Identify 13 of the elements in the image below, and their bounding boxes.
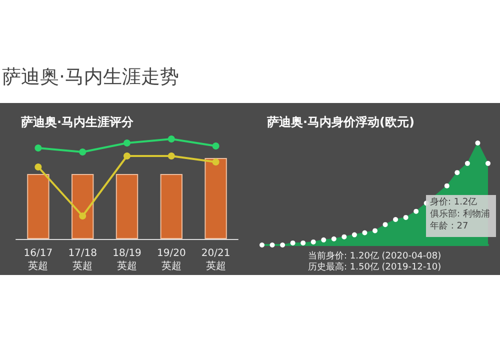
x-tick-label: 19/20 英超 (156, 248, 186, 272)
chart-title: 萨迪奥·马内生涯评分 (20, 115, 135, 129)
text: 当前身价: 1.20亿 (2020-04-08) (308, 250, 442, 262)
x-tick-label: 16/17 英超 (24, 248, 53, 272)
annotation: 俱乐部: 利物浦 (430, 208, 490, 220)
x-tick-label: 18/19 英超 (112, 248, 142, 272)
x-tick-label: 20/21 英超 (201, 248, 230, 272)
text: 萨迪奥·马内生涯走势 (2, 65, 180, 90)
chart-title: 萨迪奥·马内身价浮动(欧元) (266, 115, 415, 129)
annotation: 年龄 : 27 (430, 220, 468, 232)
x-tick-label: 17/18 英超 (68, 248, 98, 272)
text: 历史最高: 1.50亿 (2019-12-10) (308, 262, 442, 272)
annotation: 身价: 1.2亿 (430, 196, 478, 208)
